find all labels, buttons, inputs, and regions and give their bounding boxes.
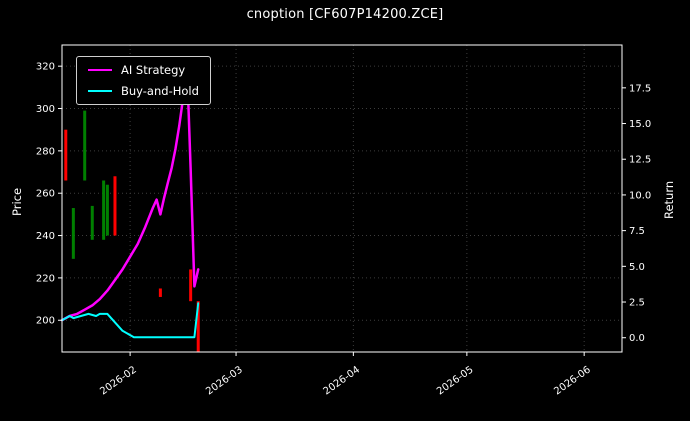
svg-text:17.5: 17.5 xyxy=(629,83,651,94)
svg-text:5.0: 5.0 xyxy=(629,262,645,273)
svg-text:2026-04: 2026-04 xyxy=(322,364,363,397)
svg-text:280: 280 xyxy=(36,146,55,157)
svg-text:0.0: 0.0 xyxy=(629,333,645,344)
svg-text:2026-03: 2026-03 xyxy=(204,364,245,397)
svg-text:2.5: 2.5 xyxy=(629,298,645,309)
legend-label-buy-and-hold: Buy-and-Hold xyxy=(121,84,199,98)
svg-text:2026-02: 2026-02 xyxy=(98,364,139,397)
svg-text:260: 260 xyxy=(36,189,55,200)
svg-text:12.5: 12.5 xyxy=(629,155,651,166)
svg-text:7.5: 7.5 xyxy=(629,226,645,237)
svg-text:300: 300 xyxy=(36,104,55,115)
svg-text:2026-05: 2026-05 xyxy=(435,364,476,397)
buy-and-hold-line-swatch xyxy=(88,90,112,92)
svg-text:240: 240 xyxy=(36,231,55,242)
ai-strategy-line-swatch xyxy=(88,69,112,71)
svg-text:15.0: 15.0 xyxy=(629,119,651,130)
svg-text:200: 200 xyxy=(36,316,55,327)
svg-text:220: 220 xyxy=(36,273,55,284)
svg-text:2026-06: 2026-06 xyxy=(552,364,593,397)
legend-item-ai-strategy: AI Strategy xyxy=(88,63,199,77)
svg-text:320: 320 xyxy=(36,62,55,73)
legend: AI Strategy Buy-and-Hold xyxy=(76,56,211,105)
legend-label-ai-strategy: AI Strategy xyxy=(121,63,186,77)
chart-title: cnoption [CF607P14200.ZCE] xyxy=(246,7,444,22)
legend-item-buy-and-hold: Buy-and-Hold xyxy=(88,84,199,98)
svg-text:10.0: 10.0 xyxy=(629,190,651,201)
